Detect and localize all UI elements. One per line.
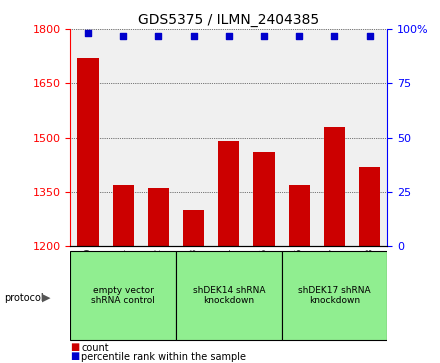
Text: shDEK17 shRNA
knockdown: shDEK17 shRNA knockdown [298, 286, 371, 305]
Point [84, 30, 92, 36]
Text: percentile rank within the sample: percentile rank within the sample [81, 352, 246, 362]
Text: ▶: ▶ [42, 293, 50, 303]
Point [120, 33, 127, 38]
Bar [253, 152, 275, 246]
FancyBboxPatch shape [176, 251, 282, 340]
FancyBboxPatch shape [282, 251, 387, 340]
Point [260, 33, 268, 38]
Point [225, 33, 232, 38]
Text: ■: ■ [70, 351, 80, 362]
Point [331, 33, 338, 38]
Point [296, 33, 303, 38]
Bar [218, 141, 239, 246]
Title: GDS5375 / ILMN_2404385: GDS5375 / ILMN_2404385 [138, 13, 319, 26]
FancyBboxPatch shape [70, 251, 176, 340]
Bar [324, 127, 345, 246]
Text: ■: ■ [70, 342, 80, 352]
Bar [77, 58, 99, 246]
Bar [359, 167, 380, 246]
Point [190, 33, 197, 38]
Bar [148, 188, 169, 246]
Text: protocol: protocol [4, 293, 44, 303]
Text: count: count [81, 343, 109, 353]
Point [366, 33, 373, 38]
Text: empty vector
shRNA control: empty vector shRNA control [91, 286, 155, 305]
Bar [289, 185, 310, 246]
Point [155, 33, 162, 38]
Bar [113, 185, 134, 246]
Text: shDEK14 shRNA
knockdown: shDEK14 shRNA knockdown [193, 286, 265, 305]
Bar [183, 210, 204, 246]
